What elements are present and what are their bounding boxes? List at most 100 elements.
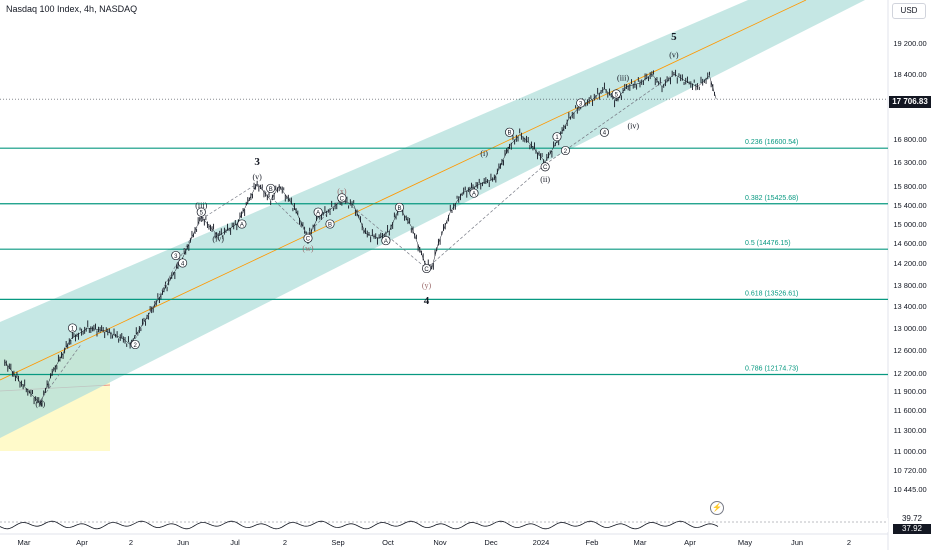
x-tick-label: 2 [129, 538, 133, 547]
wave-label-circle [394, 202, 405, 212]
wave-label: C [424, 267, 429, 273]
y-tick-label: 11 600.00 [894, 406, 927, 415]
wave-label: A [384, 239, 388, 245]
wave-label-circle [576, 98, 586, 108]
wave-label: 5 [671, 31, 677, 43]
fib-level-label: 0.786 (12174.73) [745, 366, 798, 373]
wave-label: C [340, 196, 345, 202]
y-tick-label: 18 400.00 [893, 70, 926, 79]
y-tick-label: 16 300.00 [893, 158, 926, 167]
ascending-channel [0, 0, 865, 438]
wave-label: 1 [555, 135, 559, 141]
wave-label-circle [552, 132, 562, 142]
x-tick-label: Mar [18, 538, 31, 547]
y-tick-label: 15 400.00 [893, 201, 926, 210]
wave-connector [201, 183, 258, 220]
wave-label: (i) [480, 149, 488, 158]
wave-label: B [328, 222, 332, 228]
x-tick-label: 2 [283, 538, 287, 547]
wave-label: (v) [252, 172, 262, 181]
x-tick-label: Jun [177, 538, 189, 547]
wave-label: 2 [564, 149, 568, 155]
wave-label-circle [313, 207, 323, 217]
wave-label-circle [337, 193, 347, 203]
y-tick-label: 13 400.00 [893, 302, 926, 311]
fib-level-label: 0.618 (13526.61) [745, 290, 798, 297]
wave-label: A [240, 222, 244, 228]
wave-label: (iii) [617, 74, 629, 83]
x-tick-label: Oct [382, 538, 395, 547]
y-tick-label: 11 900.00 [894, 387, 927, 396]
wave-label: 5 [615, 92, 619, 98]
y-tick-label: 12 600.00 [893, 346, 926, 355]
wave-label: C [306, 237, 311, 243]
wave-label: (iv) [627, 122, 639, 131]
x-tick-label: Sep [331, 538, 344, 547]
y-tick-label: 15 800.00 [893, 182, 926, 191]
wave-label-circle [611, 89, 621, 99]
wave-label: (ii) [35, 400, 45, 409]
wave-label: A [316, 211, 320, 217]
wave-label: 4 [603, 131, 607, 137]
wave-label: 2 [134, 343, 138, 349]
wave-label: A [472, 192, 476, 198]
wave-label: (w) [302, 244, 313, 253]
x-tick-label: Mar [634, 538, 647, 547]
oscillator-upper-value: 39.72 [893, 514, 931, 524]
wave-label-circle [130, 339, 140, 350]
x-tick-label: May [738, 538, 752, 547]
wave-connector [307, 197, 343, 234]
last-price-label: 17 706.83 [889, 96, 931, 108]
channel-midline [0, 0, 807, 381]
wave-connector [256, 183, 309, 234]
wave-label-circle [178, 258, 188, 268]
wave-label: B [397, 206, 401, 212]
y-tick-label: 11 300.00 [894, 426, 927, 435]
wave-label-circle [266, 183, 276, 193]
wave-label-circle [599, 127, 609, 137]
wave-connector [341, 197, 427, 269]
wave-label-circle [422, 263, 432, 274]
wave-label: B [269, 187, 273, 193]
wave-label-circle [325, 219, 335, 229]
y-tick-label: 10 720.00 [893, 466, 926, 475]
x-tick-label: 2024 [533, 538, 550, 547]
fib-level-label: 0.382 (15425.68) [745, 195, 798, 202]
x-tick-label: Dec [484, 538, 498, 547]
lightning-icon[interactable]: ⚡ [710, 501, 724, 515]
wave-label-circle [505, 127, 515, 137]
y-tick-label: 14 200.00 [893, 259, 926, 268]
chart-title: Nasdaq 100 Index, 4h, NASDAQ [6, 4, 138, 14]
wave-label: 1 [71, 326, 75, 332]
wave-connector [426, 164, 546, 269]
wave-label: 5 [200, 211, 204, 217]
wave-label-circle [540, 162, 550, 172]
wave-connector [134, 219, 202, 340]
y-tick-label: 10 445.00 [893, 485, 926, 494]
y-tick-label: 14 600.00 [893, 239, 926, 248]
wave-label-circle [469, 188, 479, 198]
x-tick-label: Apr [76, 538, 88, 547]
y-tick-label: 16 800.00 [893, 135, 926, 144]
oscillator-pane [0, 518, 888, 532]
y-tick-label: 11 000.00 [894, 447, 927, 456]
wave-label-circle [196, 207, 206, 217]
wave-label: (iii) [195, 201, 207, 210]
wave-label: 4 [181, 261, 185, 267]
fib-level-label: 0.5 (14476.15) [745, 240, 791, 247]
wave-connector [40, 344, 82, 401]
x-tick-label: Jun [791, 538, 803, 547]
currency-selector[interactable]: USD [892, 3, 926, 19]
oscillator-line [0, 520, 719, 530]
wave-label: (iv) [212, 234, 224, 243]
x-tick-label: Jul [230, 538, 240, 547]
x-tick-label: Apr [684, 538, 696, 547]
x-tick-label: Feb [586, 538, 599, 547]
y-tick-label: 12 200.00 [893, 369, 926, 378]
wave-label: (x) [337, 187, 347, 196]
x-tick-label: 2 [847, 538, 851, 547]
wave-label: (y) [422, 281, 432, 290]
x-tick-label: Nov [433, 538, 447, 547]
wave-label-circle [560, 145, 571, 156]
